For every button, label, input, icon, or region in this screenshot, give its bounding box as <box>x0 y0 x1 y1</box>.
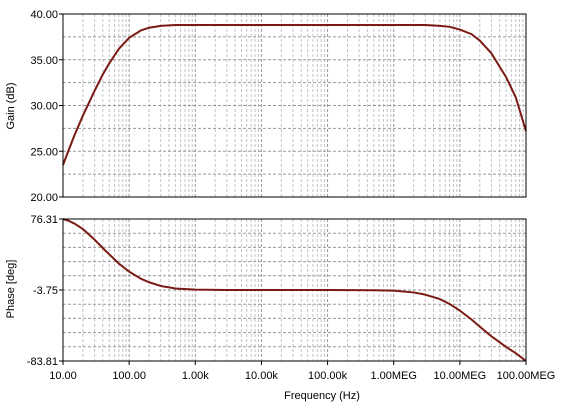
y-tick-label: -3.75 <box>33 285 58 297</box>
plot-frame <box>62 13 527 198</box>
y-tick-label: 25.00 <box>30 146 58 158</box>
gain-series-line <box>62 23 527 166</box>
x-tick-label: 100.00 <box>112 370 146 382</box>
y-tick-label: 40.00 <box>30 9 58 21</box>
frequency-axis-label: Frequency (Hz) <box>284 390 360 402</box>
plot-frame <box>62 218 527 362</box>
x-tick-label: 100.00k <box>308 370 348 382</box>
gain-axis-label: Gain (dB) <box>5 82 17 129</box>
gain-panel: 20.00 25.00 30.00 35.00 40.00 <box>30 9 527 204</box>
y-tick-label: 20.00 <box>30 192 58 204</box>
phase-panel: -83.81 -3.75 76.31 10.00 100.00 1.00k 10.00k 10… <box>27 214 556 382</box>
x-tick-label: 1.00MEG <box>370 370 416 382</box>
y-tick-label: -83.81 <box>27 356 58 368</box>
y-tick-label: 30.00 <box>30 101 58 113</box>
phase-series-line <box>62 218 527 362</box>
y-tick-label: 35.00 <box>30 55 58 67</box>
x-tick-label: 100.00MEG <box>497 370 556 382</box>
x-tick-label: 10.00k <box>245 370 279 382</box>
x-tick-label: 10.00 <box>49 370 77 382</box>
phase-axis-label: Phase [deg] <box>5 260 17 319</box>
x-tick-label: 1.00k <box>182 370 209 382</box>
x-tick-label: 10.00MEG <box>434 370 487 382</box>
y-tick-label: 76.31 <box>30 214 58 226</box>
